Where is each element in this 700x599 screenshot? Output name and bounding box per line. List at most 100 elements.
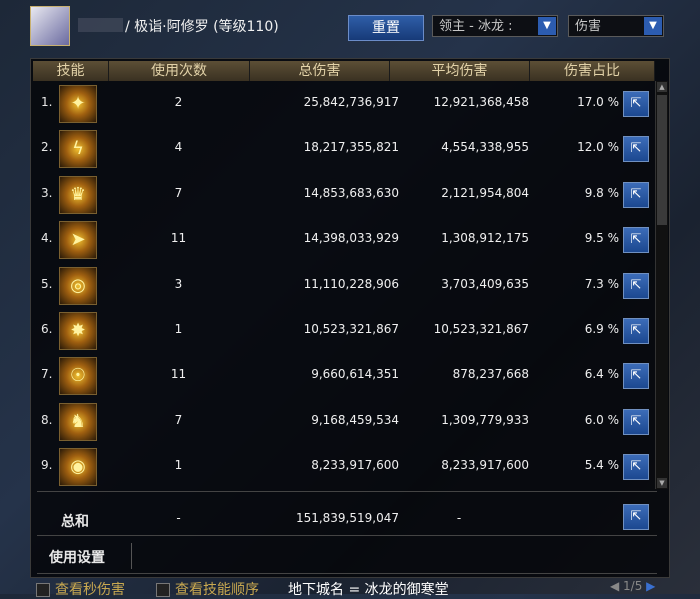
col-avg[interactable]: 平均伤害	[390, 61, 530, 81]
total-label: 总和	[61, 514, 89, 530]
divider	[131, 543, 132, 569]
reset-button[interactable]: 重置	[348, 15, 424, 41]
total-damage: 18,217,355,821	[303, 140, 399, 155]
col-uses[interactable]: 使用次数	[109, 61, 250, 81]
skill-icon: ϟ	[59, 130, 97, 169]
share-button[interactable]: ⇱	[623, 227, 649, 254]
share-button[interactable]: ⇱	[623, 454, 649, 481]
dungeon-name: 地下城名 = 冰龙的御寒堂	[288, 582, 449, 598]
avg-damage: 12,921,368,458	[433, 95, 529, 109]
col-pct[interactable]: 伤害占比	[530, 61, 655, 81]
avg-damage: 10,523,321,867	[433, 322, 529, 336]
prev-page-icon[interactable]: ◀	[610, 579, 624, 593]
uses: 7	[174, 412, 183, 427]
chevron-down-icon[interactable]: ▼	[538, 17, 556, 35]
total-damage: 9,168,459,534	[311, 412, 399, 427]
boss-select[interactable]: 领主 - 冰龙 : ▼	[432, 15, 558, 37]
table-row: 1. ✦ 2 25,842,736,917 12,921,368,458 17.…	[31, 81, 655, 126]
skill-icon: ☉	[59, 357, 97, 396]
skill-icon: ♞	[59, 402, 97, 441]
share-button[interactable]: ⇱	[623, 408, 649, 435]
share-total-button[interactable]: ⇱	[623, 504, 649, 530]
avatar	[30, 6, 70, 46]
character-name: / 极诣·阿修罗 (等级110)	[125, 19, 279, 35]
scroll-down-icon[interactable]: ▼	[657, 478, 667, 488]
uses: 11	[170, 231, 187, 246]
settings-label[interactable]: 使用设置	[49, 550, 105, 566]
col-total[interactable]: 总伤害	[250, 61, 390, 81]
uses: 1	[174, 458, 183, 473]
total-damage: 14,398,033,929	[303, 231, 399, 246]
row-index: 8.	[41, 412, 53, 427]
skill-icon: ✦	[59, 85, 97, 123]
avg-damage: 1,308,912,175	[441, 231, 529, 246]
type-select-value: 伤害	[575, 19, 602, 34]
total-avg: -	[456, 511, 462, 525]
table-row: 2. ϟ 4 18,217,355,821 4,554,338,955 12.0…	[31, 126, 655, 171]
check-dps[interactable]: 查看秒伤害	[36, 579, 125, 599]
table-row: 5. ◎ 3 11,110,228,906 3,703,409,635 7.3 …	[31, 263, 655, 308]
avg-damage: 1,309,779,933	[441, 412, 529, 427]
checkbox[interactable]	[156, 583, 170, 597]
next-page-icon[interactable]: ▶	[642, 579, 656, 593]
type-select[interactable]: 伤害 ▼	[568, 15, 664, 37]
table-row: 8. ♞ 7 9,168,459,534 1,309,779,933 6.0 %…	[31, 399, 655, 444]
uses: 7	[174, 185, 183, 200]
scroll-up-icon[interactable]: ▲	[657, 82, 667, 92]
total-damage: 14,853,683,630	[303, 185, 399, 200]
table-row: 3. ♛ 7 14,853,683,630 2,121,954,804 9.8 …	[31, 172, 655, 217]
total-damage: 151,839,519,047	[295, 511, 399, 525]
share-button[interactable]: ⇱	[623, 136, 649, 163]
uses: 11	[170, 367, 187, 382]
row-index: 2.	[41, 140, 53, 155]
check-dps-label: 查看秒伤害	[55, 582, 125, 598]
share-button[interactable]: ⇱	[623, 272, 649, 299]
skill-icon: ✸	[59, 312, 97, 350]
page-number: 1/5	[623, 579, 643, 593]
scroll-thumb[interactable]	[657, 95, 667, 225]
total-damage: 11,110,228,906	[303, 276, 399, 291]
check-skill-order[interactable]: 查看技能顺序	[156, 579, 259, 599]
skill-icon: ➤	[59, 221, 97, 260]
damage-share: 6.9 %	[584, 322, 619, 336]
check-skill-order-label: 查看技能顺序	[175, 582, 259, 598]
uses: 2	[174, 95, 183, 109]
total-damage: 10,523,321,867	[303, 322, 399, 336]
skill-icon: ♛	[59, 175, 97, 214]
damage-share: 9.5 %	[584, 231, 619, 246]
damage-share: 17.0 %	[577, 95, 619, 109]
damage-share: 5.4 %	[584, 458, 619, 473]
avg-damage: 878,237,668	[452, 367, 529, 382]
uses: 4	[174, 140, 183, 155]
avg-damage: 8,233,917,600	[441, 458, 529, 473]
share-button[interactable]: ⇱	[623, 91, 649, 117]
scrollbar[interactable]: ▲ ▼	[655, 81, 668, 489]
row-index: 9.	[41, 458, 53, 473]
share-button[interactable]: ⇱	[623, 181, 649, 208]
checkbox[interactable]	[36, 583, 50, 597]
table-row: 6. ✸ 1 10,523,321,867 10,523,321,867 6.9…	[31, 308, 655, 353]
chevron-down-icon[interactable]: ▼	[644, 17, 662, 35]
page-indicator: ◀ 1/5 ▶	[610, 579, 655, 593]
total-uses: -	[176, 511, 181, 525]
damage-share: 9.8 %	[584, 185, 619, 200]
row-index: 5.	[41, 276, 53, 291]
table-row: 7. ☉ 11 9,660,614,351 878,237,668 6.4 % …	[31, 353, 655, 398]
skill-icon: ◎	[59, 266, 97, 305]
damage-share: 7.3 %	[584, 276, 619, 291]
boss-select-value: 领主 - 冰龙 :	[439, 19, 513, 34]
row-index: 6.	[41, 322, 53, 336]
col-skill[interactable]: 技能	[33, 61, 109, 81]
share-button[interactable]: ⇱	[623, 318, 649, 344]
top-bar: / 极诣·阿修罗 (等级110) 重置 领主 - 冰龙 : ▼ 伤害 ▼	[0, 0, 700, 58]
total-damage: 9,660,614,351	[311, 367, 399, 382]
total-damage: 8,233,917,600	[311, 458, 399, 473]
skill-icon: ◉	[59, 448, 97, 487]
skill-damage-panel: 技能 使用次数 总伤害 平均伤害 伤害占比 1. ✦ 2 25,842,736,…	[30, 58, 670, 578]
row-index: 7.	[41, 367, 53, 382]
avg-damage: 4,554,338,955	[441, 140, 529, 155]
uses: 1	[174, 322, 183, 336]
uses: 3	[174, 276, 183, 291]
share-button[interactable]: ⇱	[623, 363, 649, 390]
divider	[37, 573, 657, 574]
